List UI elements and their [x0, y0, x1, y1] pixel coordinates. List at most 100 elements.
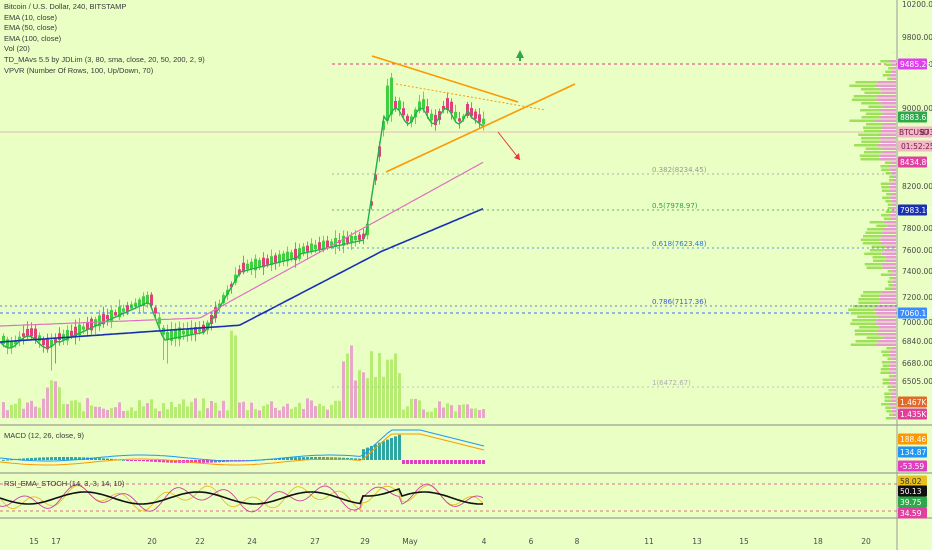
- price-tick-label: 6840.00: [902, 337, 932, 346]
- macd-histogram-bar: [350, 458, 353, 460]
- vpvr-down-row: [892, 179, 896, 182]
- volume-bar: [66, 404, 69, 418]
- macd-histogram-bar: [406, 460, 409, 464]
- macd-histogram-bar: [398, 434, 401, 460]
- volume-bar: [202, 398, 205, 418]
- vpvr-up-row: [860, 294, 881, 297]
- volume-bar: [470, 408, 473, 418]
- macd-histogram-bar: [206, 460, 209, 463]
- indicator-ema10[interactable]: EMA (10, close): [4, 12, 57, 22]
- volume-bar: [78, 402, 81, 418]
- chart-title: Bitcoin / U.S. Dollar, 240, BITSTAMP: [4, 2, 127, 11]
- macd-histogram-bar: [386, 439, 389, 460]
- macd-histogram-bar: [410, 460, 413, 464]
- macd-histogram-bar: [202, 460, 205, 463]
- macd-histogram-bar: [62, 457, 65, 460]
- candle-body: [126, 305, 129, 312]
- candle-body: [122, 308, 125, 312]
- price-tick-label: 9000.00: [902, 104, 932, 113]
- macd-histogram-bar: [98, 458, 101, 460]
- vpvr-down-row: [880, 294, 896, 297]
- macd-histogram-bar: [130, 460, 133, 461]
- vpvr-up-row: [882, 382, 890, 385]
- date-axis: 15 17 20 22 24 27 29 May 4 6 8 11 13 15 18 20: [29, 537, 871, 546]
- volume-bar: [430, 411, 433, 418]
- indicator-vpvr[interactable]: VPVR (Number Of Rows, 100, Up/Down, 70): [4, 65, 154, 75]
- volume-bar: [354, 380, 357, 418]
- candle-body: [198, 327, 201, 332]
- volume-bar: [70, 400, 73, 418]
- vpvr-down-row: [880, 238, 896, 241]
- volume-bar: [418, 400, 421, 418]
- macd-signal-line: [0, 433, 485, 466]
- ema100-line: [0, 207, 484, 343]
- vpvr-up-row: [858, 301, 880, 304]
- candle-body: [134, 302, 137, 307]
- volume-bar: [54, 381, 57, 418]
- volume-bar: [442, 407, 445, 418]
- volume-bar: [158, 411, 161, 418]
- vpvr-up-row: [888, 389, 893, 392]
- volume-bar: [246, 410, 249, 418]
- macd-histogram-bar: [210, 460, 213, 463]
- candle-body: [146, 294, 149, 304]
- candle-body: [78, 324, 81, 336]
- volume-bar: [150, 399, 153, 418]
- volume-bar: [278, 410, 281, 418]
- volume-bar: [182, 399, 185, 418]
- vpvr-up-row: [850, 312, 876, 315]
- vpvr-down-row: [892, 284, 896, 287]
- indicator-vol[interactable]: Vol (20): [4, 44, 30, 54]
- price-tick-label: 6680.00: [902, 359, 932, 368]
- candle-body: [390, 77, 393, 115]
- candle-body: [210, 315, 213, 324]
- vpvr-down-row: [892, 175, 896, 178]
- price-tick-label: 9800.00: [902, 33, 932, 42]
- volume-bar: [166, 409, 169, 418]
- volume-bar: [390, 359, 393, 418]
- vpvr-up-row: [887, 280, 893, 283]
- candle-body: [278, 254, 281, 263]
- macd-histogram-bar: [90, 457, 93, 460]
- indicator-ema100[interactable]: EMA (100, close): [4, 33, 62, 43]
- macd-title[interactable]: MACD (12, 26, close, 9): [4, 431, 85, 440]
- price-tick-label: 8200.00: [902, 182, 932, 191]
- indicator-ema50[interactable]: EMA (50, close): [4, 23, 57, 33]
- vpvr-up-row: [866, 336, 883, 339]
- vpvr-up-row: [863, 151, 882, 154]
- volume-bar: [106, 409, 109, 418]
- macd-histogram-bar: [78, 457, 81, 460]
- candle-body: [394, 101, 397, 109]
- vpvr-up-row: [885, 63, 892, 66]
- up-arrow-stem: [519, 57, 521, 61]
- volume-bar: [234, 335, 237, 418]
- volume-bar: [82, 411, 85, 418]
- vpvr-down-row: [882, 266, 896, 269]
- vpvr-down-row: [889, 354, 896, 357]
- vpvr-down-row: [877, 340, 896, 343]
- indicator-td-mavs[interactable]: TD_MAvs 5.5 by JDLim (3, 80, sma, close,…: [4, 54, 205, 64]
- vpvr-down-row: [889, 403, 896, 406]
- candle-body: [234, 274, 237, 283]
- candle-body: [382, 120, 385, 131]
- rsi-title[interactable]: RSI_EMA_STOCH (14, 3, 3, 14, 10): [4, 479, 125, 488]
- candle-body: [406, 115, 409, 122]
- price-badge-label: 39.75: [900, 498, 922, 507]
- volume-bar: [146, 403, 149, 418]
- candle-body: [186, 328, 189, 336]
- vpvr-up-row: [876, 224, 888, 227]
- vpvr-up-row: [864, 263, 882, 266]
- candle-body: [274, 255, 277, 264]
- macd-histogram-bar: [482, 460, 485, 464]
- price-badge: [898, 475, 927, 487]
- volume-bar: [110, 408, 113, 418]
- vpvr-up-row: [861, 137, 881, 140]
- macd-histogram-bar: [170, 460, 173, 463]
- macd-histogram-bar: [470, 460, 473, 464]
- vpvr-down-row: [888, 60, 896, 63]
- vpvr-down-row: [889, 186, 896, 189]
- vpvr-up-row: [854, 144, 878, 147]
- macd-histogram-bar: [218, 460, 221, 463]
- volume-bar: [362, 372, 365, 418]
